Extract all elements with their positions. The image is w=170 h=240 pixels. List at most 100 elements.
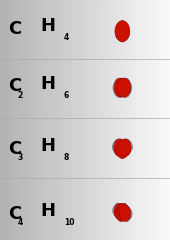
Bar [151,0,152,240]
Bar [143,0,144,240]
Circle shape [114,143,122,155]
Bar [127,0,128,240]
Bar [92,0,93,240]
Bar [98,0,99,240]
Bar [144,0,145,240]
Bar [128,0,129,240]
Bar [84,0,85,240]
Bar [78,0,79,240]
Bar [20,0,21,240]
Circle shape [123,206,131,217]
Bar [74,0,75,240]
Bar [45,0,46,240]
Circle shape [113,205,121,216]
Bar [55,0,56,240]
Bar [135,0,136,240]
Bar [100,0,101,240]
Bar [162,0,163,240]
Bar [165,0,166,240]
Bar [19,0,20,240]
Circle shape [122,81,132,95]
Bar [36,0,37,240]
Circle shape [118,139,131,157]
Circle shape [119,205,131,221]
Bar [48,0,49,240]
Text: C: C [8,204,22,223]
Text: 8: 8 [64,153,69,162]
Bar [134,0,135,240]
Bar [69,0,70,240]
Bar [116,0,117,240]
Bar [133,0,134,240]
Bar [26,0,27,240]
Bar [156,0,157,240]
Bar [147,0,148,240]
Bar [73,0,74,240]
Bar [1,0,2,240]
Bar [139,0,140,240]
Bar [9,0,10,240]
Text: 4: 4 [18,218,23,227]
Bar [47,0,48,240]
Circle shape [115,25,125,40]
Bar [29,0,30,240]
Bar [50,0,51,240]
Bar [71,0,72,240]
Bar [102,0,103,240]
Bar [40,0,41,240]
Bar [64,0,65,240]
Bar [49,0,50,240]
Bar [35,0,36,240]
Text: 6: 6 [64,91,69,100]
Circle shape [113,81,122,95]
Bar [12,0,13,240]
Bar [66,0,67,240]
Bar [51,0,52,240]
Text: 3: 3 [18,153,23,162]
Bar [94,0,95,240]
Bar [3,0,4,240]
Bar [104,0,105,240]
Bar [22,0,23,240]
Bar [150,0,151,240]
Bar [58,0,59,240]
Bar [30,0,31,240]
Circle shape [114,139,126,157]
Bar [168,0,169,240]
Bar [39,0,40,240]
Bar [97,0,98,240]
Bar [108,0,109,240]
Bar [167,0,168,240]
Bar [28,0,29,240]
Bar [106,0,107,240]
Bar [137,0,138,240]
Bar [120,0,121,240]
Bar [2,0,3,240]
Bar [103,0,104,240]
Bar [38,0,39,240]
Bar [54,0,55,240]
Bar [86,0,87,240]
Text: C: C [8,20,22,38]
Bar [5,0,6,240]
Bar [118,0,119,240]
Bar [42,0,43,240]
Bar [166,0,167,240]
Bar [101,0,102,240]
Circle shape [117,78,131,97]
Bar [149,0,150,240]
Bar [8,0,9,240]
Bar [15,0,16,240]
Bar [59,0,60,240]
Bar [113,0,114,240]
Bar [154,0,155,240]
Bar [157,0,158,240]
Text: H: H [40,137,55,155]
Circle shape [120,208,128,219]
Circle shape [120,25,130,40]
Bar [67,0,68,240]
Bar [14,0,15,240]
Bar [142,0,143,240]
Bar [111,0,112,240]
Bar [121,0,122,240]
